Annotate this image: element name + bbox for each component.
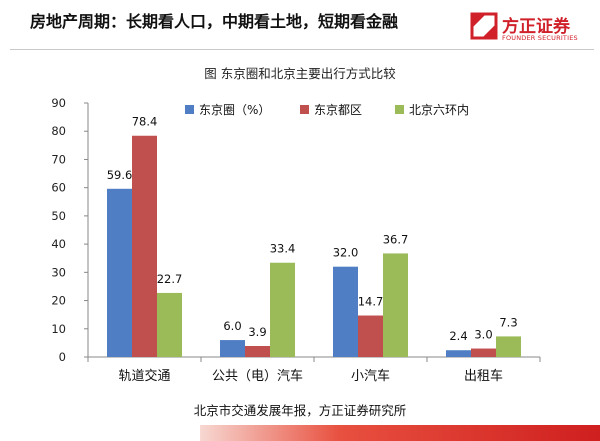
bar <box>358 315 383 357</box>
y-tick-label: 70 <box>51 152 66 166</box>
chart-bars: 59.6 78.4 22.7 6.0 3.9 33.4 32.0 14.7 36.7 2.4 3.0… <box>107 115 521 357</box>
source-note: 北京市交通发展年报，方正证券研究所 <box>193 403 407 418</box>
chart-axes: 0 10 20 30 40 50 60 70 80 90 轨道交通 公共（电）汽车 小汽车 出租车 <box>51 96 541 384</box>
bar <box>245 345 270 357</box>
data-label: 2.4 <box>449 329 467 343</box>
legend-label: 东京都区 <box>314 103 362 117</box>
founder-logo-icon <box>470 12 498 40</box>
data-label: 7.3 <box>499 315 517 329</box>
bar <box>107 188 132 357</box>
data-label: 14.7 <box>358 295 384 309</box>
x-category-label: 公共（电）汽车 <box>212 368 303 384</box>
y-tick-label: 0 <box>59 350 66 364</box>
slide-title: 房地产周期：长期看人口，中期看土地，短期看金融 <box>30 12 399 31</box>
y-tick-label: 10 <box>51 322 66 336</box>
bar <box>383 253 408 357</box>
bar <box>471 348 496 357</box>
y-tick-label: 30 <box>51 265 66 279</box>
y-tick-label: 60 <box>51 181 66 195</box>
logo-name-cn: 方正证券 <box>502 17 570 37</box>
x-category-label: 轨道交通 <box>118 368 170 384</box>
data-label: 33.4 <box>270 242 296 256</box>
header-divider <box>10 49 594 50</box>
legend-label: 东京圈（%） <box>199 103 270 117</box>
data-label: 59.6 <box>107 168 133 182</box>
y-tick-label: 80 <box>51 124 66 138</box>
x-category-label: 小汽车 <box>351 368 390 384</box>
data-label: 36.7 <box>383 232 409 246</box>
bar <box>270 262 295 357</box>
data-label: 22.7 <box>157 272 183 286</box>
data-label: 3.9 <box>248 325 266 339</box>
legend-label: 北京六环内 <box>409 103 469 117</box>
data-label: 32.0 <box>333 246 359 260</box>
bar <box>496 336 521 357</box>
y-tick-label: 40 <box>51 237 66 251</box>
y-tick-label: 20 <box>51 294 66 308</box>
bar <box>220 340 245 357</box>
y-tick-label: 90 <box>51 96 66 110</box>
bar <box>333 266 358 357</box>
legend-swatch <box>185 105 194 114</box>
legend-swatch <box>395 105 404 114</box>
company-logo: 方正证券 FOUNDER SECURITIES <box>470 12 594 48</box>
logo-name-en: FOUNDER SECURITIES <box>502 34 578 42</box>
bar <box>157 292 182 357</box>
bar <box>446 350 471 357</box>
x-category-label: 出租车 <box>464 368 503 384</box>
data-label: 6.0 <box>223 319 241 333</box>
chart-title: 图 东京圈和北京主要出行方式比较 <box>204 66 396 81</box>
y-tick-label: 50 <box>51 209 66 223</box>
legend-swatch <box>300 105 309 114</box>
chart-legend: 东京圈（%） 东京都区 北京六环内 <box>185 103 469 117</box>
data-label: 3.0 <box>474 328 492 342</box>
bar <box>132 135 157 357</box>
footer-band <box>200 425 600 441</box>
data-label: 78.4 <box>132 115 158 129</box>
